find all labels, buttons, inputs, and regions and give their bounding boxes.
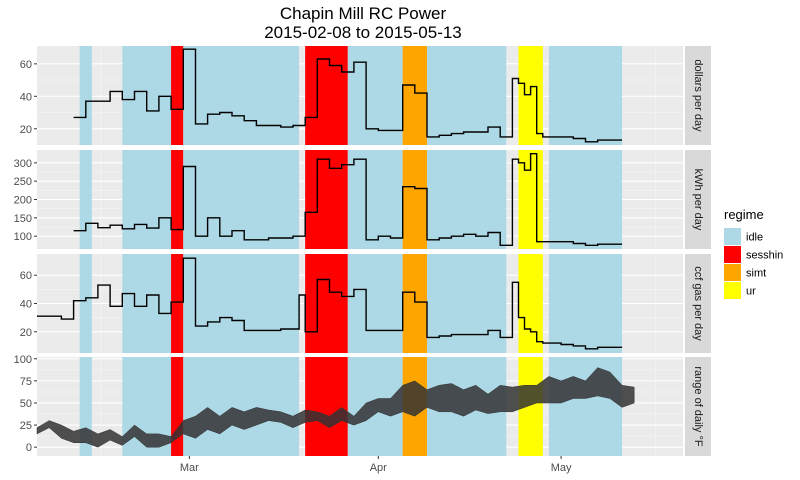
facet-strip — [685, 254, 711, 353]
y-tick-label: 75 — [20, 376, 32, 388]
facet-strip — [685, 46, 711, 145]
facet-strip — [685, 150, 711, 249]
regime-band-idle — [427, 46, 507, 145]
legend-key-sesshin — [724, 246, 741, 263]
regime-band-simt — [402, 150, 428, 249]
regime-band-sesshin — [171, 254, 184, 353]
chart-title: Chapin Mill RC Power — [280, 4, 447, 23]
facet-panel: 0 25 50 75 100 range of daily °F — [14, 354, 711, 456]
regime-band-idle — [79, 150, 92, 249]
regime-band-idle — [79, 46, 92, 145]
facet-strip-label: ccf gas per day — [692, 266, 704, 341]
regime-band-idle — [183, 254, 300, 353]
legend-title: regime — [724, 207, 764, 222]
legend-label-simt: simt — [746, 268, 766, 280]
y-tick-label: 200 — [14, 195, 32, 207]
regime-band-idle — [79, 254, 92, 353]
x-tick-label: Mar — [180, 462, 199, 474]
regime-band-sesshin — [171, 150, 184, 249]
facet-strip — [685, 357, 711, 456]
y-tick-label: 20 — [20, 327, 32, 339]
regime-band-idle — [548, 150, 623, 249]
regime-band-idle — [548, 254, 623, 353]
legend-label-ur: ur — [746, 286, 756, 298]
legend-label-idle: idle — [746, 232, 763, 244]
y-tick-label: 20 — [20, 124, 32, 136]
x-axis: Mar Apr May — [180, 456, 572, 474]
facet-panel: 20 40 60 dollars per day — [20, 46, 711, 145]
x-tick-label: Apr — [370, 462, 387, 474]
facet-panel: 20 40 60 ccf gas per day — [20, 254, 711, 353]
series-line — [37, 257, 623, 350]
legend-key-idle — [724, 228, 741, 245]
y-tick-label: 300 — [14, 158, 32, 170]
regime-band-sesshin — [305, 150, 348, 249]
regime-band-sesshin — [171, 46, 184, 145]
regime-band-ur — [518, 46, 543, 145]
series-line — [73, 153, 623, 246]
regime-band-idle — [183, 46, 300, 145]
legend-label-sesshin: sesshin — [746, 250, 783, 262]
regime-band-sesshin — [305, 357, 348, 456]
regime-band-idle — [548, 357, 623, 456]
y-tick-label: 150 — [14, 213, 32, 225]
legend-key-simt — [724, 264, 741, 281]
regime-band-ur — [518, 254, 543, 353]
y-tick-label: 25 — [20, 420, 32, 432]
regime-band-idle — [347, 254, 403, 353]
regime-band-idle — [122, 150, 172, 249]
facet-strip-label: range of daily °F — [692, 366, 704, 446]
chart-subtitle: 2015-02-08 to 2015-05-13 — [264, 23, 462, 42]
y-tick-label: 50 — [20, 398, 32, 410]
series-line — [73, 48, 623, 143]
legend: regime idle sesshin simt ur — [724, 207, 783, 299]
y-tick-label: 250 — [14, 176, 32, 188]
legend-key-ur — [724, 282, 741, 299]
y-tick-label: 100 — [14, 354, 32, 366]
y-tick-label: 60 — [20, 59, 32, 71]
x-tick-label: May — [551, 462, 572, 474]
y-tick-label: 40 — [20, 299, 32, 311]
facet-strip-label: dollars per day — [692, 59, 704, 132]
regime-band-idle — [427, 254, 507, 353]
y-tick-label: 40 — [20, 91, 32, 103]
regime-band-idle — [548, 46, 623, 145]
regime-band-idle — [183, 150, 300, 249]
regime-band-simt — [402, 46, 428, 145]
y-tick-label: 60 — [20, 270, 32, 282]
regime-band-idle — [183, 357, 300, 456]
y-tick-label: 100 — [14, 231, 32, 243]
y-tick-label: 0 — [26, 442, 32, 454]
facet-strip-label: kWh per day — [692, 169, 704, 231]
regime-band-idle — [347, 150, 403, 249]
regime-band-simt — [402, 254, 428, 353]
temperature-ribbon — [36, 367, 635, 448]
regime-band-sesshin — [305, 254, 348, 353]
facet-panel: 100 150 200 250 300 kWh per day — [14, 150, 711, 249]
regime-band-sesshin — [305, 46, 348, 145]
